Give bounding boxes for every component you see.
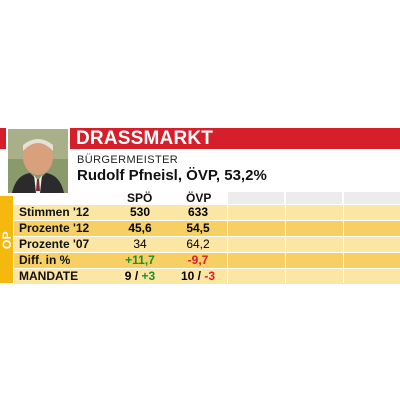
column-divider [285, 196, 286, 283]
row-label: Diff. in % [19, 253, 71, 267]
value-spoe: 45,6 [128, 221, 152, 235]
value-oevp: 54,5 [186, 221, 210, 235]
empty-column-header [286, 192, 342, 204]
municipality-title: DRASSMARKT [76, 128, 214, 149]
value-spoe: +11,7 [125, 253, 155, 267]
office-label: BÜRGERMEISTER [77, 154, 179, 166]
value-oevp: -9,7 [187, 253, 209, 267]
column-divider [227, 196, 228, 283]
table-row: Prozente '12 45,6 54,5 [14, 221, 400, 236]
column-header-spoe: SPÖ [127, 191, 153, 205]
value-spoe: 34 [133, 237, 147, 251]
mandate-oevp: 10 / -3 [180, 269, 216, 283]
empty-column-header [228, 192, 284, 204]
mayor-name: Rudolf Pfneisl, ÖVP, 53,2% [77, 167, 267, 184]
empty-column-header [344, 192, 400, 204]
column-header-oevp: ÖVP [186, 191, 212, 205]
table-row: Diff. in % +11,7 -9,7 [14, 253, 400, 268]
side-tab: OP [0, 196, 14, 283]
mayor-photo [6, 127, 70, 195]
value-spoe: 530 [129, 205, 151, 219]
row-label: Prozente '12 [19, 221, 90, 235]
mandate-spoe: 9 / +3 [124, 269, 156, 283]
value-oevp: 64,2 [186, 237, 210, 251]
value-oevp: 633 [187, 205, 209, 219]
row-label: Stimmen '12 [19, 205, 90, 219]
header-bar [0, 128, 400, 149]
row-label: MANDATE [19, 269, 79, 283]
table-row: Prozente '07 34 64,2 [14, 237, 400, 252]
column-divider [343, 196, 344, 283]
row-label: Prozente '07 [19, 237, 90, 251]
table-row: MANDATE 9 / +3 10 / -3 [14, 269, 400, 284]
table-row: Stimmen '12 530 633 [14, 205, 400, 220]
